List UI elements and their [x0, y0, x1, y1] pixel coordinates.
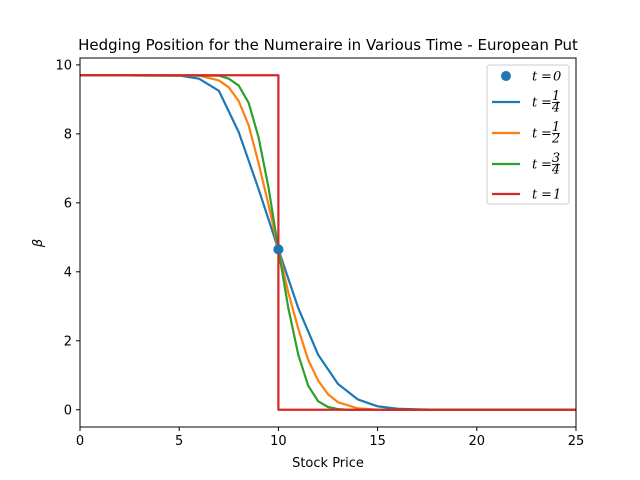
legend-fraction-numerator: 1 — [552, 120, 560, 135]
x-tick-label: 25 — [568, 434, 585, 449]
legend-box — [486, 64, 570, 205]
legend-label: t — [532, 158, 538, 173]
x-tick-label: 0 — [76, 434, 84, 449]
x-tick-label: 20 — [469, 434, 486, 449]
y-tick-label: 8 — [64, 127, 72, 142]
legend-equals: = — [541, 70, 552, 85]
legend-value: 1 — [553, 188, 561, 203]
legend-fraction-numerator: 1 — [552, 89, 560, 104]
legend-label: t — [532, 70, 538, 85]
legend-fraction-denominator: 2 — [551, 132, 560, 147]
legend-equals: = — [541, 96, 552, 111]
y-tick-label: 2 — [64, 334, 72, 349]
chart-title: Hedging Position for the Numeraire in Va… — [78, 36, 578, 54]
plot-frame — [79, 57, 577, 428]
legend-fraction-denominator: 4 — [551, 101, 560, 116]
legend-equals: = — [541, 127, 552, 142]
x-tick-label: 5 — [175, 434, 183, 449]
series-line-4 — [80, 74, 576, 411]
x-tick-label: 15 — [369, 434, 386, 449]
legend: t = 0t = 14t = 12t = 34t = 1 — [486, 64, 570, 205]
series-line-3 — [79, 74, 576, 411]
legend-label: t — [532, 96, 538, 111]
series-line-2 — [79, 74, 576, 411]
legend-fraction-numerator: 3 — [552, 151, 560, 166]
legend-equals: = — [541, 188, 552, 203]
legend-equals: = — [541, 158, 552, 173]
y-tick-label: 10 — [55, 58, 72, 73]
legend-label: t — [532, 188, 538, 203]
legend-fraction-denominator: 4 — [551, 163, 560, 178]
data-point-t0-marker — [273, 244, 284, 255]
y-tick-label: 0 — [64, 403, 72, 418]
legend-value: 0 — [553, 70, 561, 85]
y-tick-label: 4 — [64, 265, 72, 280]
x-tick-label: 10 — [270, 434, 287, 449]
legend-label: t — [532, 127, 538, 142]
y-axis-label: β — [31, 239, 46, 248]
legend-marker-point — [501, 71, 511, 81]
y-tick-label: 6 — [64, 196, 72, 211]
x-axis-label: Stock Price — [292, 456, 364, 471]
